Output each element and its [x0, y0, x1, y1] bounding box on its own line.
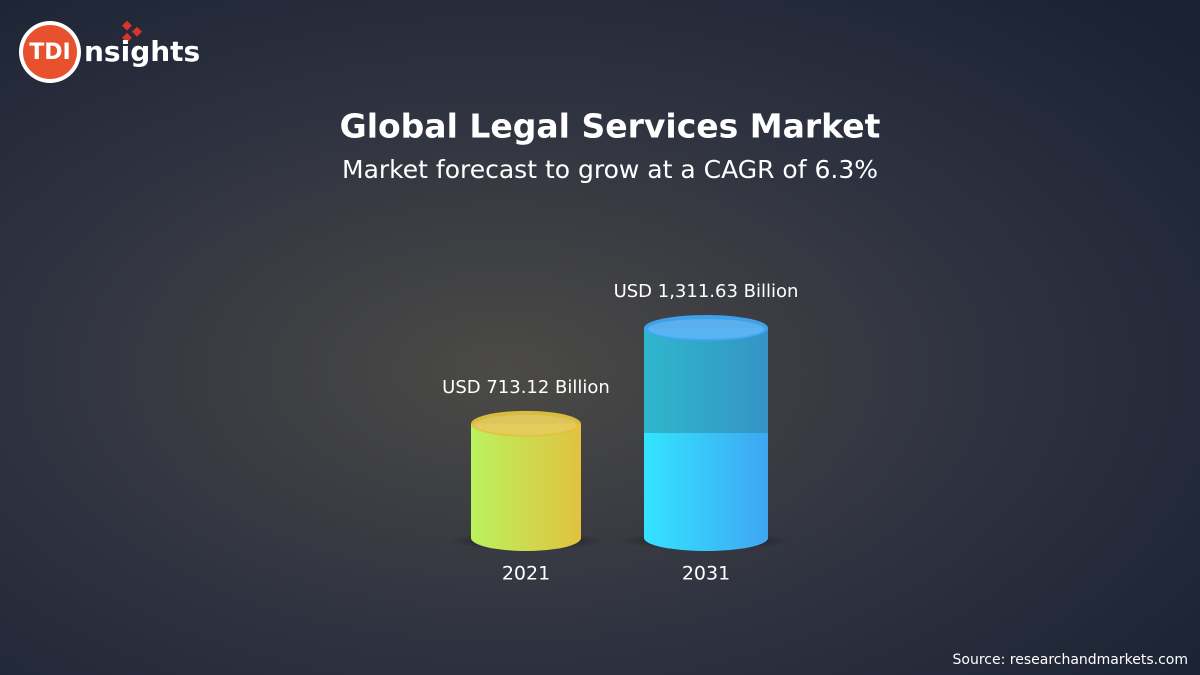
chart-subtitle: Market forecast to grow at a CAGR of 6.3… [342, 155, 878, 184]
value-label: USD 1,311.63 Billion [614, 281, 799, 302]
cylinder [644, 315, 768, 551]
logo: TDI nsights [19, 20, 200, 83]
cylinder-top-inner [475, 414, 577, 435]
cylinder-top [644, 315, 768, 341]
cylinder-body [471, 423, 581, 538]
logo-deco [122, 32, 132, 43]
cylinder-top [471, 410, 581, 437]
x-tick-label: 2031 [682, 563, 730, 585]
logo-deco [132, 26, 142, 37]
cylinder [471, 410, 581, 551]
logo-badge [23, 25, 77, 79]
x-tick-label: 2021 [502, 563, 550, 585]
source: Source: researchandmarkets.com [953, 652, 1188, 668]
cylinder-top-inner [648, 319, 764, 339]
cylinder-tint [644, 328, 768, 433]
chart-title: Global Legal Services Market [340, 107, 881, 146]
value-label: USD 713.12 Billion [442, 377, 610, 398]
logo-badge-text: TDI [29, 40, 70, 65]
logo-text: nsights [84, 35, 200, 68]
cylinder-body [644, 328, 768, 538]
